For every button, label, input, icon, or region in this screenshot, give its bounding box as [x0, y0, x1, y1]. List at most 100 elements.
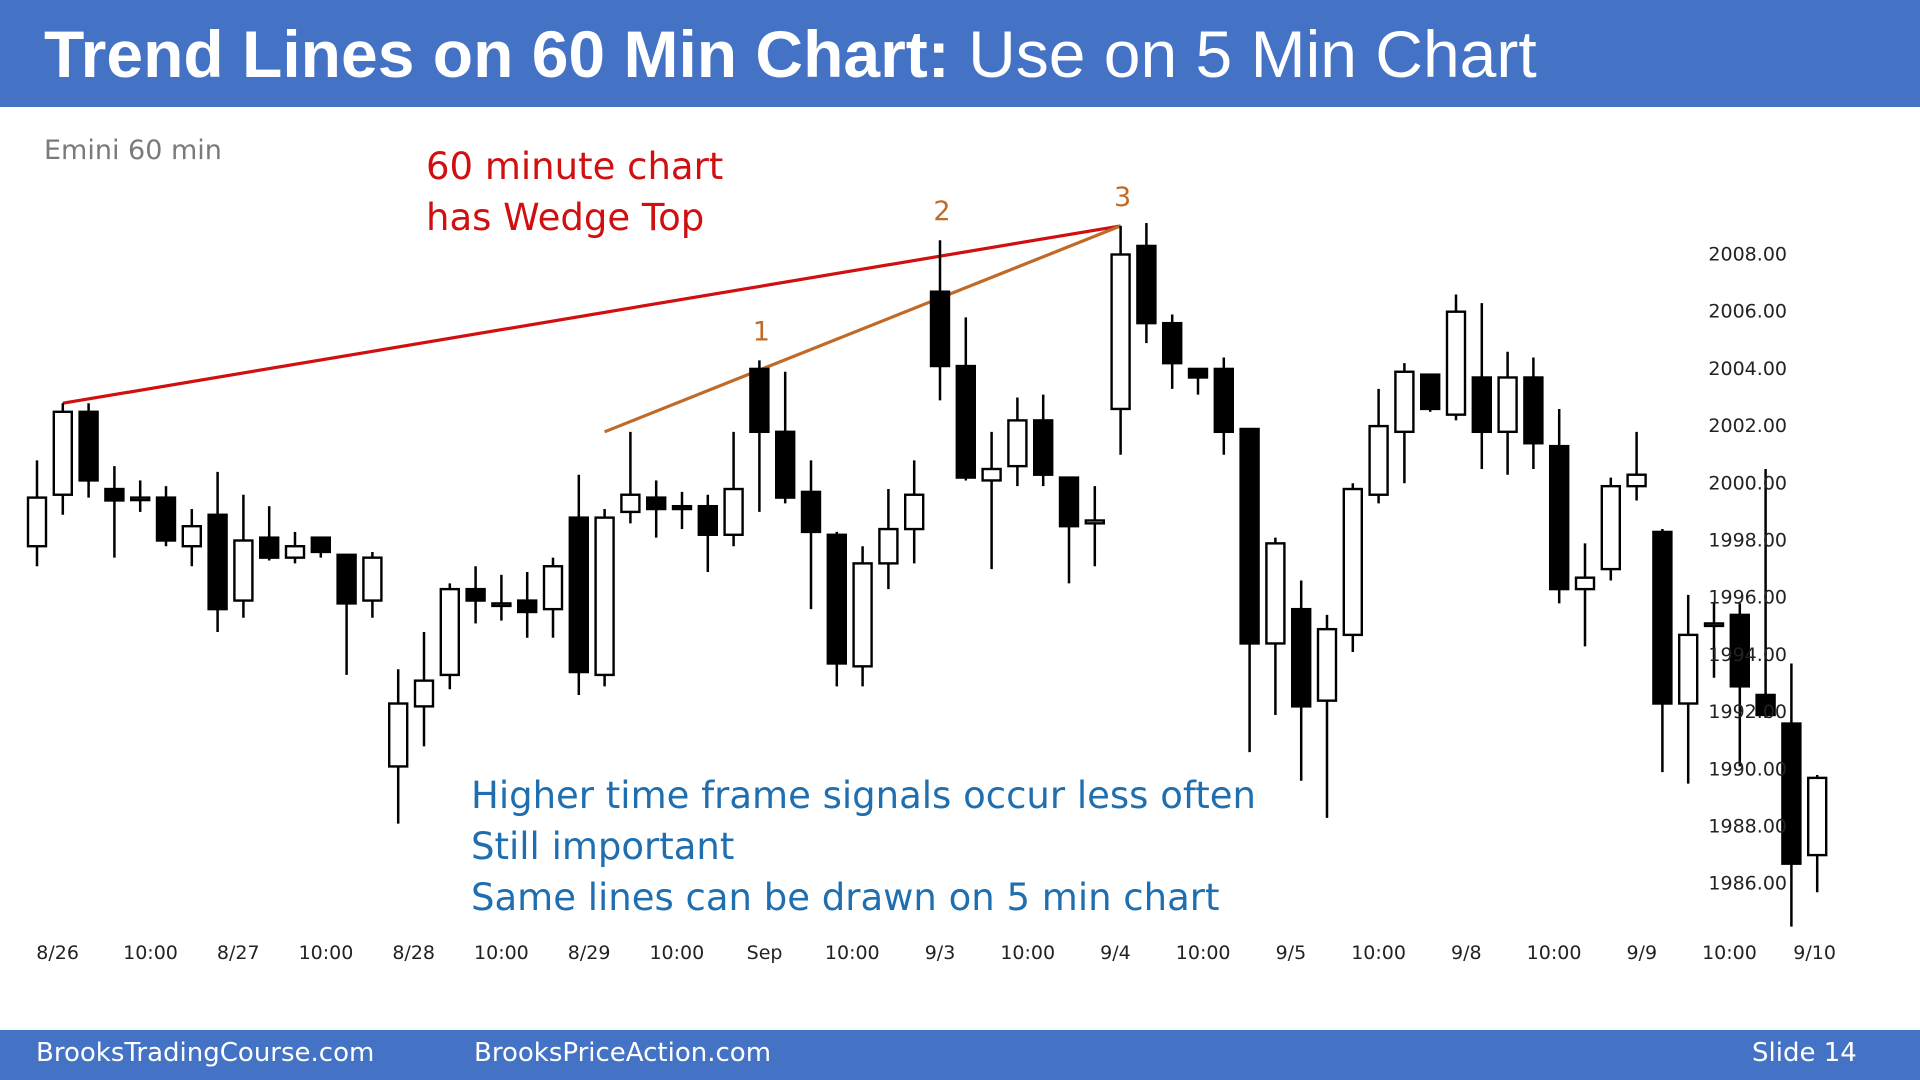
candle-body-bull [878, 527, 899, 565]
candle [1755, 469, 1776, 718]
candle [646, 480, 667, 538]
candle-body-bear [697, 504, 718, 536]
candle [1781, 663, 1802, 927]
candle-body-bear [1032, 419, 1054, 476]
x-tick-label: 10:00 [299, 942, 354, 964]
candle-body-bull [413, 679, 435, 708]
x-tick-label: 10:00 [1351, 942, 1406, 964]
candle [1058, 476, 1080, 584]
candle-body-bull [388, 702, 409, 768]
candle-body-bull [1342, 487, 1364, 637]
candle [388, 669, 409, 824]
candle-body-bear [1239, 427, 1260, 645]
candle [749, 360, 770, 512]
x-tick-label: 10:00 [649, 942, 704, 964]
candle [1548, 408, 1570, 604]
y-tick-label: 2008.00 [1708, 244, 1787, 266]
candle-body-bull [362, 556, 383, 602]
note-line-1: Higher time frame signals occur less oft… [471, 774, 1256, 817]
candle-body-bear [104, 487, 125, 502]
candle-body-bear [78, 410, 99, 482]
candle [465, 566, 486, 624]
candle [955, 317, 976, 481]
slide-title-bold: Trend Lines on 60 Min Chart: [44, 17, 950, 91]
slide-title: Trend Lines on 60 Min Chart: Use on 5 Mi… [44, 12, 1537, 96]
candle [929, 240, 951, 401]
candle [259, 506, 280, 561]
candle-body-bear [259, 536, 280, 559]
candle [104, 466, 125, 558]
candle-body-bear [465, 587, 486, 602]
candle [671, 491, 693, 530]
candle [775, 371, 796, 504]
y-tick-label: 2000.00 [1708, 472, 1787, 494]
candle-body-bull [1626, 473, 1647, 488]
candle [1084, 486, 1106, 567]
y-tick-label: 1994.00 [1708, 644, 1787, 666]
candle-body-bull [1084, 519, 1106, 525]
candle-body-bear [775, 430, 796, 499]
wedge-note-line-2: has Wedge Top [426, 196, 704, 239]
candle [1703, 603, 1725, 678]
candle-body-bear [826, 533, 847, 665]
wedge-channel-line [604, 224, 1122, 434]
candles [26, 223, 1828, 927]
candle-body-bear [1213, 367, 1235, 434]
candle [568, 474, 589, 695]
candle-body-bear [1652, 530, 1673, 705]
candlestick-chart: Emini 60 min 2008.00 2006.00 2004.00 2002.0… [26, 135, 1836, 964]
footer-website-2: BrooksPriceAction.com [474, 1038, 772, 1068]
candle [1419, 373, 1441, 412]
candle [517, 571, 538, 638]
candle-body-bull [491, 602, 512, 608]
candle-body-bull [981, 467, 1002, 482]
y-tick-label: 2006.00 [1708, 301, 1787, 323]
candle-body-bull [129, 496, 151, 502]
candle [1110, 225, 1131, 455]
wedge-top-line [62, 224, 1121, 405]
candle [1265, 537, 1286, 715]
candle-body-bull [1316, 627, 1338, 702]
candle [129, 480, 151, 512]
candle-body-bear [1187, 367, 1209, 379]
y-axis-ticks: 2008.00 2006.00 2004.00 2002.00 2000.00 1998.… [1708, 244, 1787, 895]
candle [362, 551, 383, 618]
candle-body-bull [1677, 633, 1699, 705]
candle-body-bear [310, 536, 331, 554]
candle [52, 403, 73, 515]
x-tick-label: 9/3 [925, 942, 956, 964]
x-tick-label: 8/27 [217, 942, 260, 964]
candle [1600, 477, 1622, 581]
candle-body-bear [336, 553, 357, 605]
candle-body-bear [568, 516, 589, 674]
candle [1445, 294, 1467, 421]
candle [800, 460, 822, 610]
candle-body-bull [542, 565, 564, 611]
x-tick-label: 9/8 [1451, 942, 1482, 964]
candle-body-bear [1523, 376, 1544, 445]
candle [26, 460, 48, 567]
candle-body-bull [1497, 376, 1518, 434]
x-tick-label: 10:00 [1702, 942, 1757, 964]
footer-website-1: BrooksTradingCourse.com [36, 1038, 375, 1068]
candle-body-bull [1394, 370, 1415, 434]
candle [233, 494, 254, 618]
candle [1213, 357, 1235, 455]
candle-body-bull [181, 525, 203, 548]
y-tick-label: 2002.00 [1708, 415, 1787, 437]
candle [155, 486, 177, 547]
candle [284, 531, 306, 564]
candle-body-bull [1703, 622, 1725, 628]
candle-body-bear [1471, 376, 1493, 434]
candle [1239, 427, 1260, 753]
x-tick-label: 9/5 [1276, 942, 1307, 964]
candle-body-bull [52, 410, 73, 496]
candle-body-bull [1445, 310, 1467, 416]
candle-body-bear [671, 504, 693, 511]
y-tick-label: 1986.00 [1708, 873, 1787, 895]
candle [413, 632, 435, 747]
candle [1677, 594, 1699, 784]
candle-body-bull [620, 493, 641, 514]
candle [207, 471, 228, 633]
candle-body-bull [26, 496, 48, 548]
